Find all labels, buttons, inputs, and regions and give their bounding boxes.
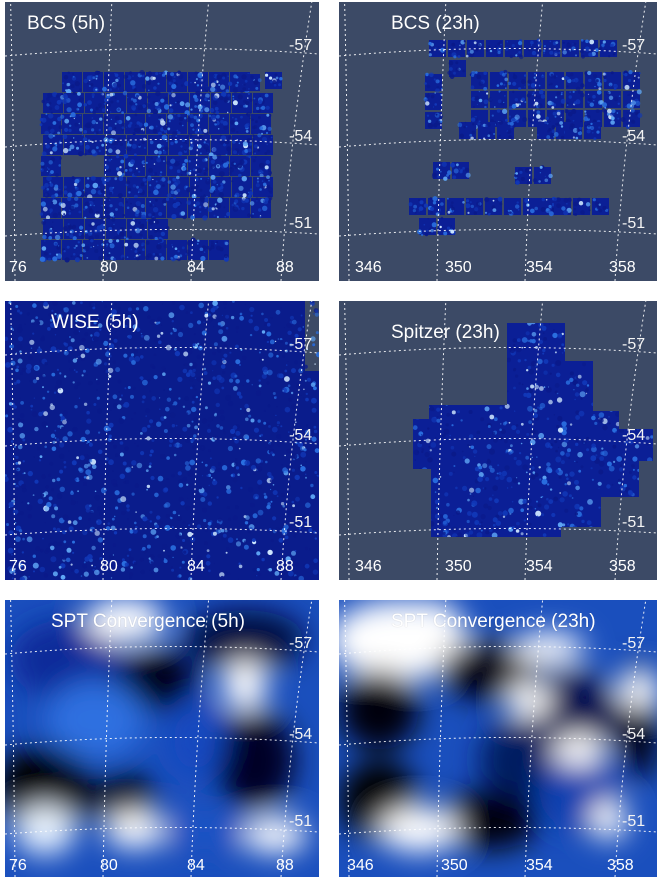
panel-wise-5h: WISE (5h) -57 -54 -51 76 80 84 88 — [5, 301, 319, 580]
dec-label-51: -51 — [289, 215, 313, 232]
dec-label-54: -54 — [289, 427, 313, 444]
coordinate-grid — [5, 600, 319, 877]
convergence-field — [339, 600, 657, 852]
wise-5h-image — [5, 301, 319, 580]
dec-label-57: -57 — [289, 37, 313, 54]
ra-label-1: 346 — [355, 558, 382, 575]
ra-label-4: 358 — [607, 857, 634, 874]
panel-title: BCS (5h) — [27, 13, 106, 34]
dec-label-54: -54 — [289, 128, 313, 145]
ra-label-2: 80 — [100, 558, 118, 575]
ra-label-3: 354 — [526, 857, 553, 874]
dec-label-54: -54 — [289, 726, 313, 743]
panel-title: SPT Convergence (5h) — [51, 611, 245, 632]
panel-bcs-5h: BCS (5h) -57 -54 -51 76 80 84 88 — [5, 2, 319, 281]
dec-label-57: -57 — [622, 336, 646, 353]
ra-label-3: 84 — [187, 259, 205, 276]
coordinate-grid — [5, 301, 319, 580]
tile-mosaic — [408, 38, 643, 237]
dec-label-57: -57 — [289, 635, 313, 652]
dec-label-54: -54 — [622, 128, 646, 145]
spt-23h-image — [339, 600, 657, 877]
coordinate-grid — [339, 2, 657, 281]
ra-label-4: 88 — [276, 259, 294, 276]
dec-label-51: -51 — [622, 514, 646, 531]
ra-label-1: 76 — [9, 558, 27, 575]
ra-label-4: 358 — [609, 259, 636, 276]
panel-spitzer-23h: Spitzer (23h) -57 -54 -51 346 350 354 35… — [339, 301, 657, 580]
ra-label-4: 88 — [276, 857, 294, 874]
coordinate-grid — [339, 301, 657, 580]
noise-field — [5, 301, 319, 580]
tile-mosaic — [39, 69, 283, 263]
dec-label-51: -51 — [289, 813, 313, 830]
dec-label-51: -51 — [622, 215, 646, 232]
panel-title: WISE (5h) — [51, 312, 139, 333]
panel-spt-23h: SPT Convergence (23h) -57 -54 -51 346 35… — [339, 600, 657, 877]
ra-label-3: 84 — [187, 857, 205, 874]
ra-label-1: 346 — [355, 259, 382, 276]
ra-label-1: 76 — [9, 857, 27, 874]
panel-title: SPT Convergence (23h) — [391, 611, 596, 632]
ra-label-2: 80 — [100, 857, 118, 874]
ra-label-1: 76 — [9, 259, 27, 276]
coordinate-grid — [5, 2, 319, 281]
bcs-23h-image — [339, 2, 657, 281]
ra-label-4: 358 — [609, 558, 636, 575]
dec-label-57: -57 — [289, 336, 313, 353]
dec-label-54: -54 — [622, 726, 646, 743]
panel-spt-5h: SPT Convergence (5h) -57 -54 -51 76 80 8… — [5, 600, 319, 877]
spitzer-23h-image — [339, 301, 657, 580]
ra-label-3: 354 — [526, 259, 553, 276]
dec-label-51: -51 — [622, 813, 646, 830]
ra-label-3: 354 — [526, 558, 553, 575]
ra-label-3: 84 — [187, 558, 205, 575]
ra-label-2: 80 — [100, 259, 118, 276]
ra-label-2: 350 — [445, 558, 472, 575]
dec-label-57: -57 — [622, 635, 646, 652]
dec-label-54: -54 — [622, 427, 646, 444]
ra-label-4: 88 — [276, 558, 294, 575]
spt-5h-image — [5, 600, 319, 877]
ra-label-1: 346 — [347, 857, 374, 874]
bcs-5h-image — [5, 2, 319, 281]
panel-bcs-23h: BCS (23h) -57 -54 -51 346 350 354 358 — [339, 2, 657, 281]
dec-label-51: -51 — [289, 514, 313, 531]
panel-title: BCS (23h) — [391, 13, 480, 34]
ra-label-2: 350 — [441, 857, 468, 874]
coordinate-grid — [339, 600, 657, 877]
dec-label-57: -57 — [622, 37, 646, 54]
ra-label-2: 350 — [445, 259, 472, 276]
panel-title: Spitzer (23h) — [391, 322, 500, 343]
